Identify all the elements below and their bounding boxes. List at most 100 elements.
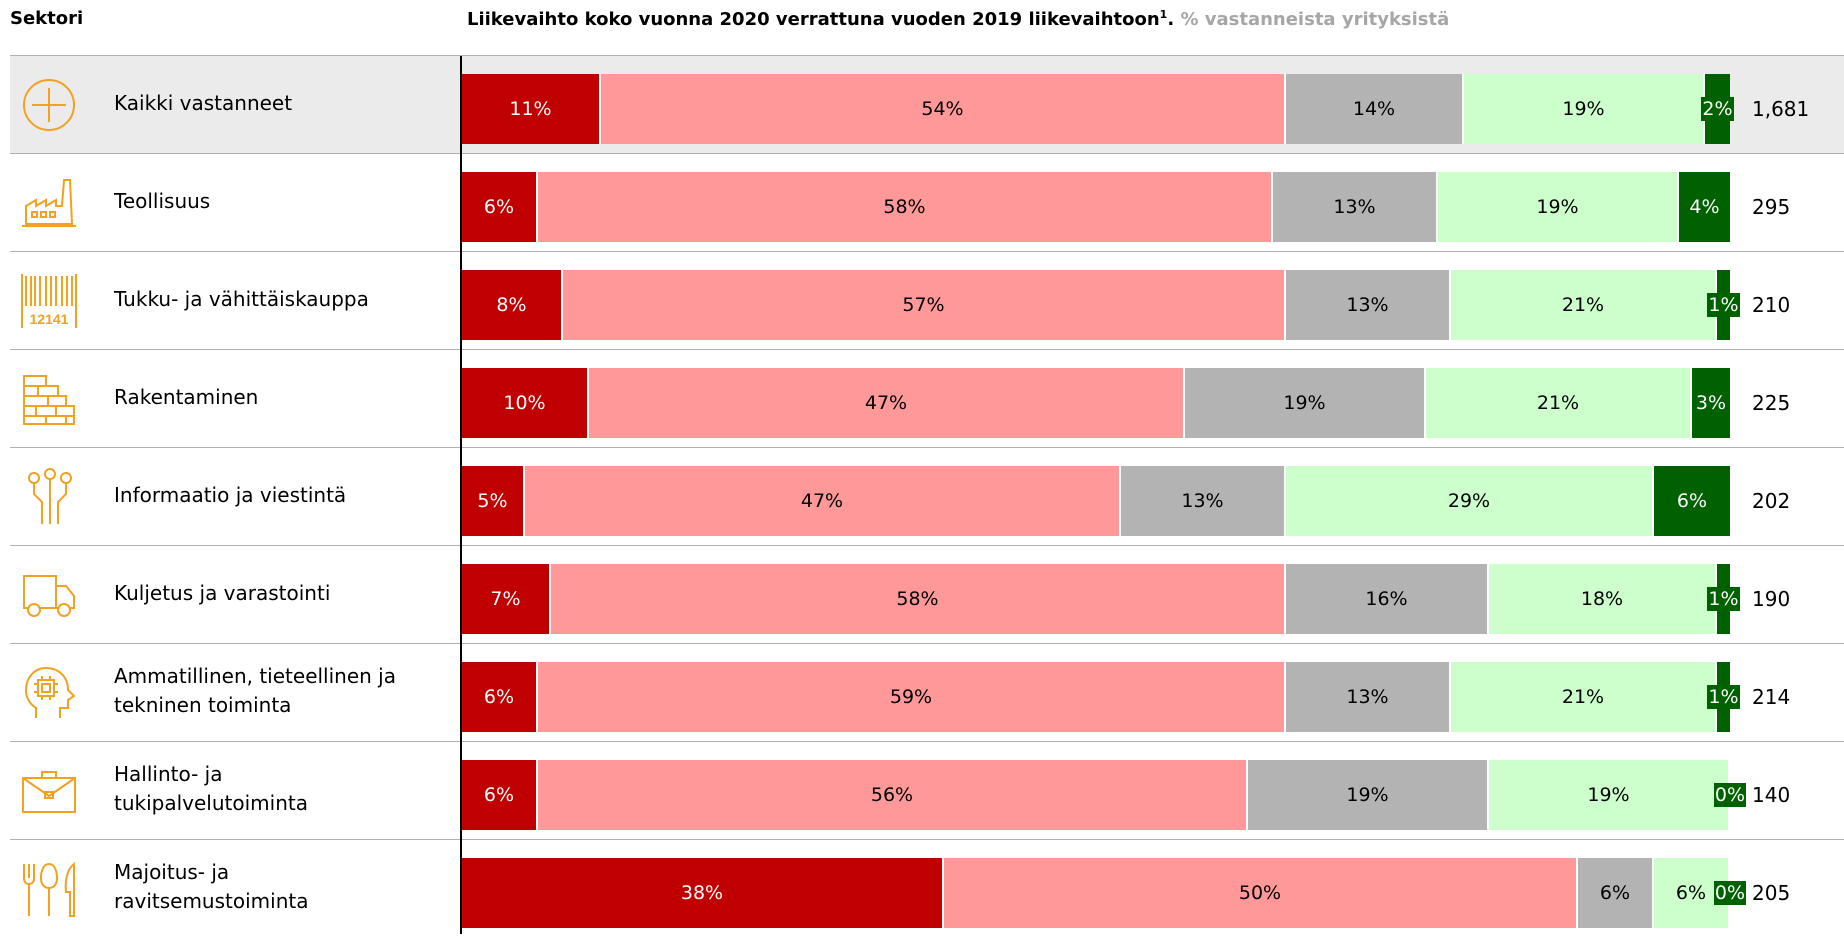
header-divider — [10, 55, 1844, 56]
category-label-line: Hallinto- ja — [114, 762, 223, 786]
chart-title-dot: . — [1167, 9, 1175, 30]
chart-row: Hallinto- ja tukipalvelutoiminta — [10, 742, 1844, 840]
bar-segment: 1% — [1707, 564, 1740, 634]
bar-value-label: 50% — [1238, 882, 1282, 904]
bar-value-label: 57% — [902, 294, 945, 316]
bar-value-label: 4% — [1688, 195, 1721, 219]
category-label: Rakentaminen — [114, 383, 454, 412]
category-label-line: Kuljetus ja varastointi — [114, 580, 331, 605]
head-chip-icon — [20, 664, 78, 722]
delivery-truck-icon — [20, 566, 78, 624]
bar-value-label: 19% — [1536, 196, 1579, 218]
category-label-line: tukipalvelutoiminta — [114, 791, 308, 815]
bar-value-label: 10% — [503, 392, 546, 414]
respondent-count: 210 — [1752, 293, 1791, 317]
bar-value-label: 6% — [1675, 882, 1707, 904]
respondent-count: 205 — [1752, 881, 1791, 905]
chart-row: Teollisuus — [10, 154, 1844, 252]
bar-segment: 6% — [1654, 466, 1730, 536]
bar-segment: 38% — [462, 858, 944, 928]
category-label: Kuljetus ja varastointi — [114, 579, 454, 608]
bar-segment: 11% — [462, 74, 601, 144]
bar-value-label: 1% — [1707, 293, 1740, 317]
bar-value-label: 2% — [1701, 97, 1734, 121]
bar-segment: 21% — [1426, 368, 1692, 438]
bar-segment: 16% — [1286, 564, 1489, 634]
bar-value-label: 1% — [1707, 587, 1740, 611]
chart-row: Ammatillinen, tieteellinen ja tekninen to… — [10, 644, 1844, 742]
bar-value-label: 47% — [864, 392, 908, 414]
bar-value-label: 13% — [1346, 686, 1389, 708]
chart-title: Liikevaihto koko vuonna 2020 verrattuna … — [467, 8, 1449, 30]
bar-value-label: 59% — [889, 686, 933, 708]
bar-value-label: 6% — [1599, 882, 1631, 904]
bar-segment: 19% — [1464, 74, 1705, 144]
bar-value-label: 16% — [1365, 588, 1408, 610]
bar-segment: 6% — [1578, 858, 1654, 928]
bar-segment: 50% — [944, 858, 1578, 928]
bar-segment: 5% — [462, 466, 525, 536]
bar-segment: 13% — [1286, 270, 1451, 340]
respondent-count: 225 — [1752, 391, 1791, 415]
bar-value-label: 19% — [1587, 784, 1630, 806]
bar-value-label: 6% — [483, 196, 515, 218]
category-label: Teollisuus — [114, 187, 454, 216]
sector-column-header: Sektori — [10, 8, 84, 29]
bar-segment: 6% — [462, 172, 538, 242]
bar-value-label: 0% — [1713, 881, 1747, 905]
bar-segment: 13% — [1121, 466, 1286, 536]
bar-segment: 1% — [1707, 662, 1740, 732]
bar-value-label: 8% — [496, 294, 527, 316]
bar-value-label: 6% — [1676, 490, 1708, 512]
bar-segment: 58% — [538, 172, 1273, 242]
category-label: Tukku- ja vähittäiskauppa — [114, 285, 454, 314]
category-label: Ammatillinen, tieteellinen ja tekninen to… — [114, 662, 454, 720]
bar-segment: 3% — [1692, 368, 1730, 438]
category-label-line: Tukku- ja vähittäiskauppa — [114, 286, 369, 311]
chart-row: Informaatio ja viestintä — [10, 448, 1844, 546]
cutlery-icon — [20, 860, 78, 918]
category-label-line: Kaikki vastanneet — [114, 90, 293, 115]
bar-segment: 14% — [1286, 74, 1464, 144]
circuit-icon — [20, 468, 78, 526]
bar-value-label: 19% — [1346, 784, 1389, 806]
bar-segment: 19% — [1489, 760, 1730, 830]
bar-value-label: 0% — [1713, 783, 1747, 807]
bar-value-label: 21% — [1561, 686, 1605, 708]
category-label-line: ravitsemustoiminta — [114, 889, 309, 913]
category-label-line: Rakentaminen — [114, 384, 259, 409]
bar-segment: 54% — [601, 74, 1286, 144]
respondent-count: 190 — [1752, 587, 1791, 611]
category-label-line: Teollisuus — [114, 188, 211, 213]
bar-segment: 4% — [1679, 172, 1730, 242]
respondent-count: 214 — [1752, 685, 1791, 709]
bar-value-label: 18% — [1580, 588, 1624, 610]
bar-segment: 57% — [563, 270, 1286, 340]
bar-value-label: 5% — [477, 490, 508, 512]
bar-value-label: 13% — [1333, 196, 1376, 218]
circle-plus-icon — [20, 76, 78, 134]
bar-value-label: 19% — [1562, 98, 1605, 120]
bar-segment: 10% — [462, 368, 589, 438]
bar-segment: 47% — [525, 466, 1121, 536]
bar-segment: 1% — [1707, 270, 1740, 340]
bar-segment: 47% — [589, 368, 1185, 438]
bar-value-label: 6% — [483, 686, 515, 708]
briefcase-icon — [20, 762, 78, 820]
bar-value-label: 3% — [1694, 391, 1728, 415]
chart-row: Rakentaminen — [10, 350, 1844, 448]
category-label-line: tekninen toiminta — [114, 693, 292, 717]
bar-segment: 7% — [462, 564, 551, 634]
category-label: Informaatio ja viestintä — [114, 481, 454, 510]
respondent-count: 202 — [1752, 489, 1791, 513]
bar-segment: 21% — [1451, 270, 1717, 340]
respondent-count: 1,681 — [1752, 97, 1810, 121]
category-label: Majoitus- ja ravitsemustoiminta — [114, 858, 454, 916]
bar-segment: 21% — [1451, 662, 1717, 732]
chart-title-footnote: 1 — [1159, 8, 1168, 21]
bar-value-label: 7% — [490, 588, 521, 610]
bar-value-label: 29% — [1447, 490, 1491, 512]
bar-value-label: 13% — [1181, 490, 1224, 512]
bar-segment: 6% — [462, 760, 538, 830]
bar-segment: 59% — [538, 662, 1286, 732]
